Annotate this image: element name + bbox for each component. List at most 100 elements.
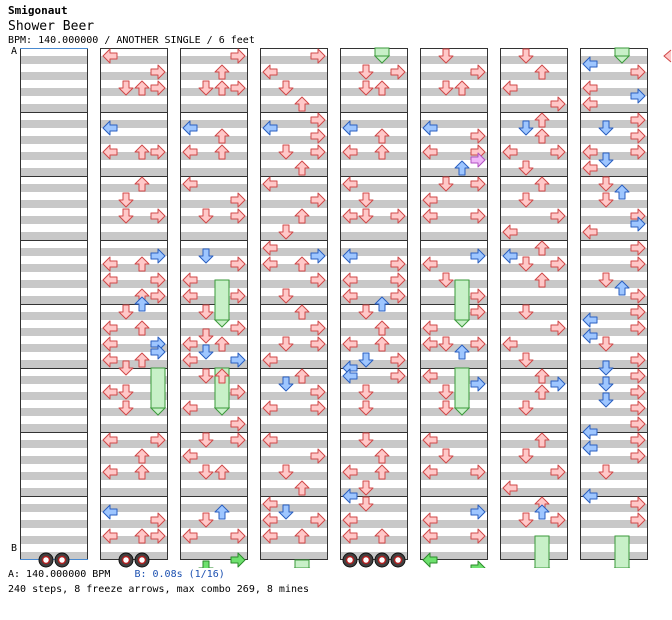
left-arrow-icon (502, 480, 518, 496)
left-arrow-icon (342, 512, 358, 528)
beat-band (340, 424, 408, 432)
right-arrow-icon (150, 144, 166, 160)
down-arrow-icon (598, 464, 614, 480)
beat-band (420, 280, 488, 288)
right-arrow-icon (470, 336, 486, 352)
down-arrow-icon (358, 304, 374, 320)
beat-band (20, 344, 88, 352)
beat-band (20, 488, 88, 496)
beat-band (340, 104, 408, 112)
beat-band (180, 184, 248, 192)
beat-band (100, 120, 168, 128)
beat-band (340, 184, 408, 192)
beat-band (100, 520, 168, 528)
beat-band (420, 408, 488, 416)
beat-band (260, 216, 328, 224)
up-arrow-icon (534, 64, 550, 80)
marker-a: A (11, 46, 18, 57)
beat-band (180, 88, 248, 96)
right-arrow-icon (470, 152, 486, 168)
down-arrow-icon (118, 360, 134, 376)
freeze-arrow (613, 535, 631, 568)
column-border (100, 48, 168, 560)
left-arrow-icon (102, 432, 118, 448)
up-arrow-icon (454, 160, 470, 176)
left-arrow-icon (422, 208, 438, 224)
beat-band (20, 328, 88, 336)
beat-band (340, 88, 408, 96)
beat-band (260, 248, 328, 256)
beat-band (180, 312, 248, 320)
beat-band (180, 536, 248, 544)
beat-band (580, 88, 648, 96)
chart-column (180, 48, 248, 560)
beat-band (340, 520, 408, 528)
down-arrow-icon (278, 288, 294, 304)
beat-band (580, 152, 648, 160)
left-arrow-icon (422, 320, 438, 336)
freeze-arrow (149, 367, 167, 416)
down-arrow-icon (598, 336, 614, 352)
right-arrow-icon (470, 304, 486, 320)
down-arrow-icon (438, 448, 454, 464)
beat-band (20, 136, 88, 144)
column-border (420, 48, 488, 560)
right-arrow-icon (230, 288, 246, 304)
up-arrow-icon (374, 128, 390, 144)
beat-band (340, 264, 408, 272)
beat-band (420, 520, 488, 528)
down-arrow-icon (438, 48, 454, 64)
beat-band (500, 56, 568, 64)
beat-band (500, 360, 568, 368)
right-arrow-icon (630, 304, 646, 320)
beat-band (420, 120, 488, 128)
beat-band (260, 456, 328, 464)
beat-band (100, 56, 168, 64)
down-arrow-icon (118, 208, 134, 224)
right-arrow-icon (470, 248, 486, 264)
right-arrow-icon (550, 320, 566, 336)
down-arrow-icon (198, 368, 214, 384)
right-arrow-icon (230, 208, 246, 224)
down-arrow-icon (598, 192, 614, 208)
beat-band (420, 88, 488, 96)
up-arrow-icon (214, 64, 230, 80)
down-arrow-icon (358, 384, 374, 400)
down-arrow-icon (518, 256, 534, 272)
left-arrow-icon (262, 528, 278, 544)
right-arrow-icon (470, 208, 486, 224)
down-arrow-icon (438, 336, 454, 352)
beat-band (260, 424, 328, 432)
beat-band (180, 424, 248, 432)
beat-band (100, 184, 168, 192)
beat-band (580, 264, 648, 272)
down-arrow-icon (598, 360, 614, 376)
beat-band (260, 536, 328, 544)
beat-band (100, 376, 168, 384)
beat-band (260, 408, 328, 416)
down-arrow-icon (358, 400, 374, 416)
beat-band (340, 136, 408, 144)
beat-band (580, 376, 648, 384)
beat-band (580, 328, 648, 336)
left-arrow-icon (102, 256, 118, 272)
beat-band (180, 232, 248, 240)
left-arrow-icon (102, 504, 118, 520)
left-arrow-icon (582, 96, 598, 112)
beat-band (580, 56, 648, 64)
down-arrow-icon (198, 560, 214, 568)
right-arrow-icon (630, 400, 646, 416)
beat-band (420, 248, 488, 256)
beat-band (260, 392, 328, 400)
bpm-label: A: 140.000000 BPM (8, 569, 111, 580)
down-arrow-icon (278, 336, 294, 352)
down-arrow-icon (358, 480, 374, 496)
right-arrow-icon (310, 384, 326, 400)
freeze-arrow (213, 279, 231, 328)
right-arrow-icon (230, 256, 246, 272)
left-arrow-icon (582, 328, 598, 344)
down-arrow-icon (438, 384, 454, 400)
beat-band (20, 360, 88, 368)
left-arrow-icon (182, 272, 198, 288)
down-arrow-icon (438, 80, 454, 96)
